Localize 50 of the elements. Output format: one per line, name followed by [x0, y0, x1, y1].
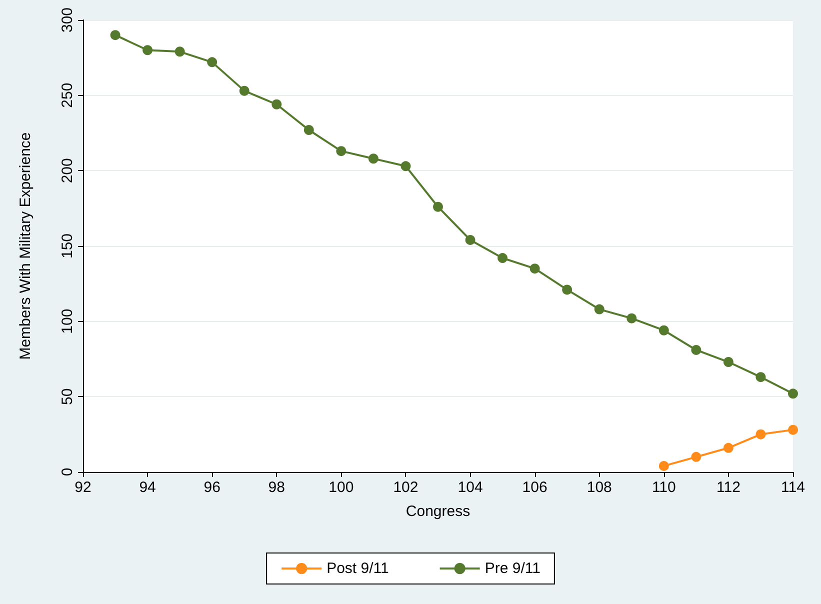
x-tick-label: 100	[328, 479, 354, 496]
point	[142, 45, 153, 56]
x-tick-label: 112	[716, 479, 740, 496]
point	[433, 202, 443, 212]
legend-label: Post 9/11	[326, 560, 389, 577]
y-tick-label: 200	[59, 158, 76, 184]
point	[723, 442, 734, 453]
point	[174, 46, 185, 57]
point	[626, 313, 637, 324]
y-tick-label: 300	[59, 7, 76, 33]
point	[788, 424, 798, 435]
point	[465, 234, 476, 245]
y-tick-label: 0	[59, 468, 76, 476]
point	[562, 284, 572, 295]
x-axis-title: Congress	[406, 503, 470, 520]
point	[756, 372, 766, 382]
point	[530, 264, 540, 274]
point	[110, 30, 120, 40]
x-tick-label: 96	[204, 479, 220, 496]
x-tick-label: 94	[139, 479, 156, 496]
x-tick-label: 102	[393, 479, 418, 496]
point	[498, 253, 508, 264]
point	[691, 344, 702, 355]
x-tick-label: 114	[781, 479, 805, 496]
point	[336, 146, 346, 156]
x-tick-label: 108	[586, 479, 612, 496]
point	[788, 388, 798, 399]
point	[594, 304, 604, 314]
point	[239, 86, 250, 96]
point	[272, 99, 282, 110]
y-axis-title: Members With Military Experience	[17, 132, 34, 360]
x-tick-label: 110	[652, 479, 676, 496]
point	[304, 124, 314, 135]
point	[207, 57, 218, 68]
y-tick-label: 250	[59, 82, 76, 108]
point	[691, 452, 702, 462]
y-tick-label: 50	[59, 388, 76, 406]
point	[756, 429, 766, 440]
point	[658, 460, 669, 471]
x-tick-label: 92	[74, 479, 92, 496]
point	[723, 357, 734, 368]
y-tick-label: 100	[59, 308, 76, 334]
point	[658, 325, 669, 336]
y-tick-label: 150	[59, 233, 76, 259]
x-tick-label: 98	[268, 479, 285, 496]
x-tick-label: 104	[458, 479, 483, 496]
legend-label: Pre 9/11	[484, 560, 540, 577]
point	[400, 161, 411, 172]
point	[368, 154, 378, 164]
x-tick-label: 106	[522, 479, 548, 496]
